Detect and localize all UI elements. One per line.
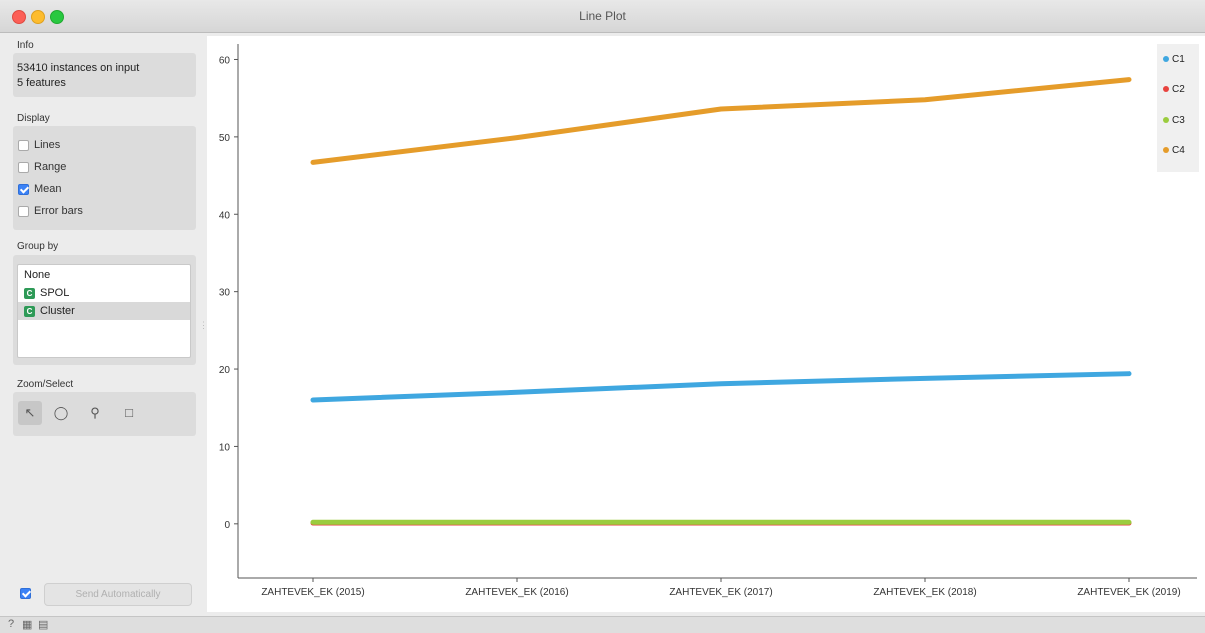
legend-label: C2: [1172, 83, 1185, 95]
x-tick-label: ZAHTEVEK_EK (2018): [873, 587, 976, 598]
y-tick-label: 10: [219, 442, 231, 453]
legend-marker: [1163, 86, 1169, 92]
lines-checkbox[interactable]: Lines: [18, 136, 60, 154]
info-box: [13, 53, 196, 97]
zoom-window-button[interactable]: [50, 10, 64, 24]
legend-label: C1: [1172, 53, 1185, 65]
send-automatically-button[interactable]: Send Automatically: [44, 583, 192, 606]
series-line-c1: [310, 371, 1132, 403]
lines-label: Lines: [34, 139, 61, 151]
list-item-label: Cluster: [40, 305, 75, 317]
checkbox-icon[interactable]: [18, 205, 29, 217]
report-icon[interactable]: ▦: [22, 619, 33, 631]
list-item-label: None: [24, 269, 51, 281]
y-tick-label: 30: [219, 288, 231, 299]
legend-item: C2: [1163, 82, 1185, 96]
window-title: Line Plot: [579, 9, 626, 23]
error-bars-checkbox[interactable]: Error bars: [18, 202, 83, 220]
mean-checkbox[interactable]: Mean: [18, 180, 62, 198]
display-box: [13, 126, 196, 230]
splitter-handle[interactable]: ⋮: [199, 320, 208, 330]
y-tick-label: 40: [219, 210, 231, 221]
legend-label: C3: [1172, 114, 1185, 126]
legend-label: C4: [1172, 144, 1185, 156]
lasso-icon[interactable]: ◯: [53, 405, 69, 420]
zoom-icon[interactable]: ⚲: [90, 405, 100, 420]
title-bar: Line Plot: [0, 0, 1205, 33]
y-tick-label: 0: [224, 520, 230, 531]
line-chart[interactable]: 0 10 20 30 40 50 60 ZAHTEVEK_EK (2015) ZAHTEVEK_…: [207, 36, 1205, 612]
send-automatically-checkbox[interactable]: [20, 588, 31, 599]
plot-area[interactable]: 0 10 20 30 40 50 60 ZAHTEVEK_EK (2015) ZAHTEVEK_…: [207, 36, 1205, 612]
x-tick-label: ZAHTEVEK_EK (2017): [669, 587, 772, 598]
discrete-variable-icon: C: [24, 305, 35, 317]
legend-marker: [1163, 147, 1169, 153]
error-bars-label: Error bars: [34, 205, 83, 217]
minimize-window-button[interactable]: [31, 10, 45, 24]
list-item-label: SPOL: [40, 287, 70, 299]
help-icon[interactable]: ?: [8, 618, 15, 630]
series-line-c4: [310, 77, 1132, 165]
x-tick-label: ZAHTEVEK_EK (2016): [465, 587, 568, 598]
legend-marker: [1163, 56, 1169, 62]
x-tick-label: ZAHTEVEK_EK (2015): [261, 587, 364, 598]
y-tick-label: 60: [219, 55, 231, 66]
group-by-list[interactable]: None C SPOL C Cluster: [17, 264, 191, 358]
list-item-none[interactable]: None: [18, 266, 190, 284]
group-by-label: Group by: [17, 241, 59, 252]
x-tick-label: ZAHTEVEK_EK (2019): [1077, 587, 1180, 598]
pointer-icon[interactable]: ↖: [18, 401, 42, 425]
mean-label: Mean: [34, 183, 62, 195]
legend-item: C4: [1163, 143, 1185, 157]
checkbox-icon[interactable]: [18, 139, 29, 151]
range-checkbox[interactable]: Range: [18, 158, 66, 176]
zoom-select-label: Zoom/Select: [17, 379, 74, 390]
discrete-variable-icon: C: [24, 287, 35, 299]
legend-marker: [1163, 117, 1169, 123]
info-label: Info: [17, 40, 34, 51]
legend-item: C3: [1163, 113, 1185, 127]
legend: C1 C2 C3 C4: [1157, 44, 1199, 172]
y-tick-label: 20: [219, 365, 231, 376]
checkbox-checked-icon[interactable]: [18, 183, 29, 195]
checkbox-icon[interactable]: [18, 161, 29, 173]
y-tick-label: 50: [219, 133, 231, 144]
zoom-select-box: [13, 392, 196, 436]
range-label: Range: [34, 161, 67, 173]
legend-item: C1: [1163, 52, 1185, 66]
fit-icon[interactable]: □: [125, 405, 133, 420]
features-text: 5 features: [17, 77, 66, 89]
list-item-spol[interactable]: C SPOL: [18, 284, 190, 302]
status-bar: ? ▦ ▤: [0, 616, 1205, 633]
display-label: Display: [17, 113, 50, 124]
close-window-button[interactable]: [12, 10, 26, 24]
save-icon[interactable]: ▤: [38, 619, 49, 631]
list-item-cluster[interactable]: C Cluster: [18, 302, 190, 320]
instances-text: 53410 instances on input: [17, 62, 140, 74]
